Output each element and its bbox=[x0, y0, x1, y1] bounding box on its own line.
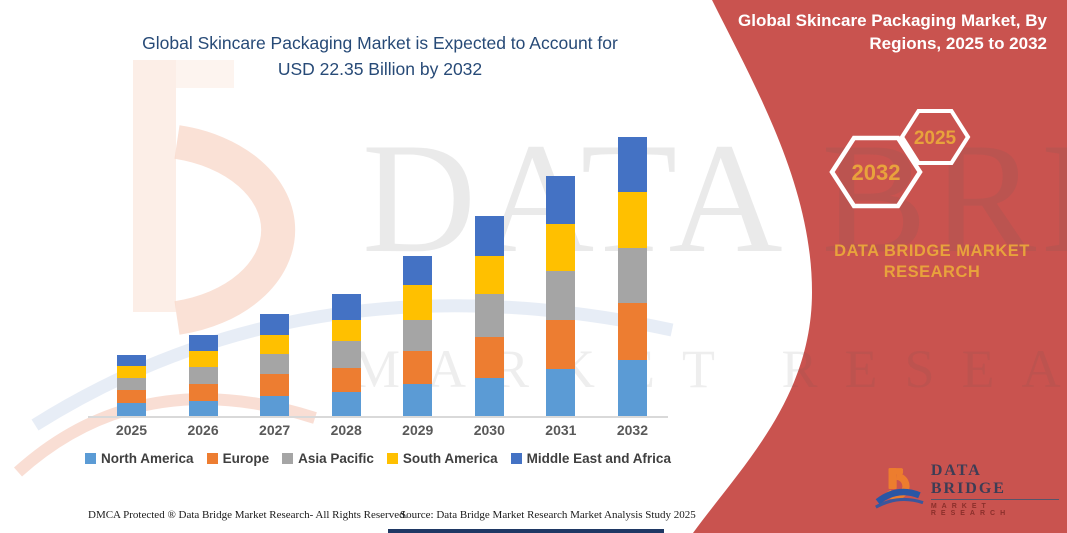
bar-segment-2029-europe bbox=[403, 350, 433, 384]
bar-2026 bbox=[188, 116, 218, 416]
legend-label: Europe bbox=[222, 451, 270, 466]
legend-item-middle-east-and-africa: Middle East and Africa bbox=[510, 451, 671, 466]
x-axis-label-2032: 2032 bbox=[616, 422, 649, 438]
bottom-accent-line bbox=[388, 529, 664, 533]
footer-source-text: Source: Data Bridge Market Research Mark… bbox=[400, 509, 696, 521]
bar-segment-2032-middle-east-and-africa bbox=[617, 136, 647, 192]
bar-segment-2026-middle-east-and-africa bbox=[188, 334, 218, 351]
x-axis-label-2027: 2027 bbox=[259, 422, 291, 438]
bar-segment-2025-europe bbox=[117, 390, 146, 404]
bar-segment-2028-europe bbox=[331, 367, 361, 392]
bar-segment-2031-europe bbox=[546, 320, 576, 369]
bar-segment-2030-europe bbox=[474, 336, 504, 378]
page-title-line1: Global Skincare Packaging Market is Expe… bbox=[142, 33, 618, 53]
legend-label: North America bbox=[101, 451, 194, 466]
bar-segment-2025-asia-pacific bbox=[117, 377, 146, 391]
bar-segment-2029-asia-pacific bbox=[403, 319, 433, 351]
hexagon-2032-label: 2032 bbox=[852, 160, 901, 185]
bar-segment-2032-europe bbox=[617, 303, 647, 361]
brand-text-line2: RESEARCH bbox=[883, 263, 981, 282]
bar-segment-2029-middle-east-and-africa bbox=[403, 255, 433, 285]
hexagon-2025 bbox=[899, 109, 971, 165]
bar-segment-2027-asia-pacific bbox=[260, 354, 290, 374]
x-axis-label-2025: 2025 bbox=[115, 422, 148, 438]
bar-2027 bbox=[260, 116, 290, 416]
bar-segment-2028-north-america bbox=[331, 391, 361, 416]
side-panel-title-line1: Global Skincare Packaging Market, By bbox=[738, 11, 1047, 30]
bar-segment-2032-north-america bbox=[617, 360, 647, 416]
bar-2031 bbox=[546, 116, 576, 416]
brand-text-line1: DATA BRIDGE MARKET bbox=[834, 242, 1030, 260]
legend-swatch-icon bbox=[282, 453, 294, 464]
hexagon-2025-label: 2025 bbox=[914, 128, 957, 149]
bar-2029 bbox=[403, 116, 433, 416]
dbmr-logo-icon bbox=[875, 468, 924, 509]
page-title: Global Skincare Packaging Market is Expe… bbox=[100, 30, 660, 83]
legend-label: Middle East and Africa bbox=[526, 451, 671, 466]
brand-text: DATA BRIDGE MARKET RESEARCH bbox=[812, 241, 1052, 284]
bar-segment-2027-south-america bbox=[260, 335, 290, 355]
bar-segment-2032-south-america bbox=[617, 192, 647, 248]
bar-segment-2026-south-america bbox=[188, 350, 218, 367]
bar-segment-2029-south-america bbox=[403, 284, 433, 320]
side-panel-title-line2: Regions, 2025 to 2032 bbox=[869, 34, 1047, 54]
bar-segment-2031-south-america bbox=[546, 224, 576, 272]
x-axis-label-2026: 2026 bbox=[187, 422, 219, 438]
bar-2032 bbox=[617, 116, 647, 416]
x-axis-label-2029: 2029 bbox=[402, 422, 434, 438]
legend-swatch-icon bbox=[206, 453, 218, 464]
bar-segment-2026-asia-pacific bbox=[188, 366, 218, 384]
bar-segment-2025-middle-east-and-africa bbox=[117, 354, 146, 366]
bar-2028 bbox=[331, 116, 361, 416]
bar-segment-2032-asia-pacific bbox=[617, 247, 647, 304]
legend-swatch-icon bbox=[85, 453, 97, 464]
legend-swatch-icon bbox=[386, 453, 398, 464]
legend-swatch-icon bbox=[510, 453, 522, 464]
bar-segment-2031-asia-pacific bbox=[546, 271, 576, 321]
x-axis-label-2028: 2028 bbox=[330, 422, 362, 438]
legend-item-europe: Europe bbox=[206, 451, 270, 466]
bar-segment-2029-north-america bbox=[403, 383, 433, 416]
legend-item-south-america: South America bbox=[386, 451, 498, 466]
bar-segment-2027-north-america bbox=[260, 395, 290, 416]
legend-item-asia-pacific: Asia Pacific bbox=[282, 451, 374, 466]
x-axis-line bbox=[88, 416, 668, 418]
bar-segment-2028-asia-pacific bbox=[331, 341, 361, 368]
bar-segment-2025-south-america bbox=[117, 365, 146, 378]
dbmr-logo: DATA BRIDGE MARKET RESEARCH bbox=[874, 458, 1059, 520]
page-title-line2: USD 22.35 Billion by 2032 bbox=[277, 59, 483, 80]
bar-2025 bbox=[117, 116, 146, 416]
bar-segment-2030-middle-east-and-africa bbox=[474, 215, 504, 256]
bar-segment-2027-europe bbox=[260, 373, 290, 396]
bar-segment-2025-north-america bbox=[117, 403, 146, 416]
side-panel-title: Global Skincare Packaging Market, By Reg… bbox=[707, 9, 1047, 56]
bar-segment-2028-south-america bbox=[331, 319, 361, 342]
bar-segment-2030-south-america bbox=[474, 255, 504, 294]
x-axis-label-2030: 2030 bbox=[473, 422, 505, 438]
dbmr-logo-name: DATA BRIDGE bbox=[930, 462, 1059, 500]
legend-item-north-america: North America bbox=[85, 451, 194, 466]
plot-area bbox=[95, 116, 655, 416]
bar-segment-2030-asia-pacific bbox=[474, 293, 504, 337]
x-axis-label-2031: 2031 bbox=[545, 422, 577, 438]
bar-2030 bbox=[474, 116, 504, 416]
bar-segment-2031-north-america bbox=[546, 368, 576, 416]
bar-segment-2027-middle-east-and-africa bbox=[260, 313, 290, 336]
dbmr-logo-subtitle: MARKET RESEARCH bbox=[930, 502, 1011, 517]
x-axis-labels: 2025 2026 2027 2028 2029 2030 2031 2032 bbox=[95, 422, 655, 438]
bar-segment-2026-north-america bbox=[188, 400, 218, 416]
legend-label: Asia Pacific bbox=[298, 451, 374, 466]
hexagon-2032 bbox=[829, 135, 923, 209]
footer-dmca-text: DMCA Protected ® Data Bridge Market Rese… bbox=[88, 509, 408, 521]
bar-segment-2031-middle-east-and-africa bbox=[546, 175, 576, 225]
legend-label: South America bbox=[402, 451, 498, 466]
bar-segment-2026-europe bbox=[188, 383, 218, 401]
bar-segment-2028-middle-east-and-africa bbox=[331, 293, 361, 320]
chart-legend: North America Europe Asia Pacific South Ame… bbox=[78, 451, 678, 466]
bar-segment-2030-north-america bbox=[474, 377, 504, 416]
